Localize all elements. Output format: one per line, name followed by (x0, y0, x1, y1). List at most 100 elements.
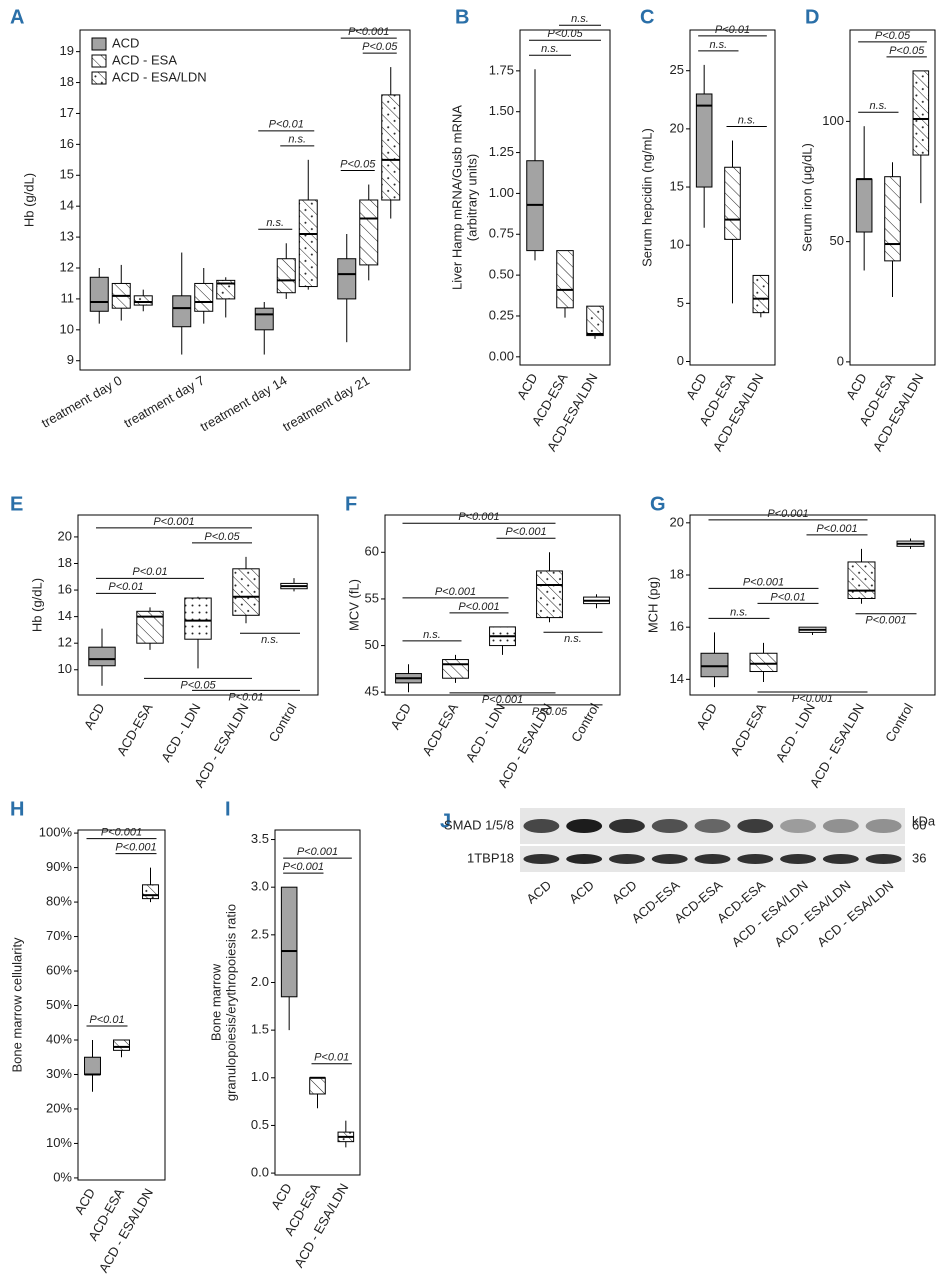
box (912, 70, 930, 156)
box (280, 886, 298, 998)
comparison-label: n.s. (288, 134, 306, 146)
comparison-label: P<0.05 (889, 45, 925, 57)
comparison-label: P<0.001 (283, 861, 324, 873)
y-tick-label: 10 (670, 237, 684, 252)
y-tick-label: 50 (365, 637, 379, 652)
comparison-label: n.s. (571, 13, 589, 25)
box (700, 652, 729, 678)
comparison-label: P<0.001 (101, 826, 142, 838)
comparison-label: P<0.001 (482, 694, 523, 706)
y-axis-label: MCV (fL) (346, 579, 361, 631)
y-tick-label: 18 (670, 566, 684, 581)
y-tick-label: 16 (60, 136, 74, 151)
y-tick-label: 0.0 (251, 1165, 269, 1180)
plot-frame (849, 29, 936, 366)
box (298, 199, 318, 288)
comparison-label: n.s. (869, 100, 887, 112)
box (695, 93, 713, 188)
plot-frame (79, 29, 411, 371)
panel-label: E (10, 493, 23, 515)
comparison-label: P<0.05 (204, 531, 240, 543)
y-tick-label: 2.0 (251, 974, 269, 989)
y-tick-label: 14 (670, 671, 684, 686)
band (694, 819, 731, 833)
y-tick-label: 20 (670, 120, 684, 135)
lane-label: ACD - ESA/LDN (771, 877, 853, 949)
legend-swatch (91, 71, 107, 85)
comparison-label: P<0.001 (348, 26, 389, 38)
box (884, 176, 901, 262)
box (442, 659, 469, 679)
lane-label: ACD (609, 877, 640, 906)
box (359, 199, 379, 266)
comparison-label: P<0.001 (297, 846, 338, 858)
box (586, 305, 604, 337)
x-tick-label: ACD (693, 701, 720, 732)
y-tick-label: 50% (46, 997, 72, 1012)
box (847, 561, 876, 599)
comparison-label: P<0.001 (153, 516, 194, 528)
y-tick-label: 15 (60, 167, 74, 182)
panel-label: A (10, 6, 24, 28)
y-tick-label: 0 (677, 353, 684, 368)
box (142, 884, 159, 900)
x-tick-label: Control (568, 701, 602, 745)
x-tick-label: ACD - LDN (773, 701, 818, 765)
comparison-label: P<0.001 (865, 615, 906, 627)
comparison-label: P<0.001 (115, 841, 156, 853)
box (194, 282, 214, 312)
box (133, 295, 153, 306)
comparison-label: P<0.001 (458, 601, 499, 613)
comparison-label: P<0.001 (792, 693, 833, 705)
comparison-label: P<0.05 (532, 706, 568, 718)
y-tick-label: 14 (58, 608, 72, 623)
y-tick-label: 15 (670, 178, 684, 193)
band (694, 854, 731, 864)
y-tick-label: 1.25 (489, 144, 514, 159)
panel-label: B (455, 6, 469, 28)
y-tick-label: 2.5 (251, 926, 269, 941)
x-tick-label: treatment day 0 (39, 373, 125, 431)
y-tick-label: 0.25 (489, 307, 514, 322)
box (84, 1056, 101, 1075)
y-tick-label: 16 (58, 581, 72, 596)
lane-label: ACD (523, 877, 554, 906)
size-label: 36 (912, 850, 926, 865)
comparison-label: P<0.01 (89, 1014, 124, 1026)
comparison-label: n.s. (541, 43, 559, 55)
panel-label: I (225, 798, 231, 820)
box (855, 178, 873, 233)
box (337, 258, 357, 300)
band (822, 854, 859, 864)
comparison-label: P<0.05 (340, 158, 376, 170)
y-tick-label: 1.00 (489, 185, 514, 200)
y-tick-label: 20 (670, 514, 684, 529)
plot-frame (77, 829, 166, 1181)
panel-label: F (345, 493, 357, 515)
x-tick-label: ACD - ESA/LDN (807, 701, 867, 790)
band (865, 819, 902, 833)
y-tick-label: 18 (58, 555, 72, 570)
comparison-label: P<0.001 (458, 511, 499, 523)
lane-label: ACD - ESA/LDN (814, 877, 896, 949)
box (88, 646, 116, 667)
band (780, 854, 817, 864)
y-tick-label: 14 (60, 198, 74, 213)
legend-swatch (91, 54, 107, 68)
comparison-label: n.s. (266, 217, 284, 229)
comparison-label: P<0.01 (715, 24, 750, 36)
y-tick-label: 0.5 (251, 1117, 269, 1132)
plot-frame (689, 29, 776, 366)
y-tick-label: 12 (60, 259, 74, 274)
band (608, 819, 645, 833)
comparison-label: P<0.001 (743, 576, 784, 588)
legend-label: ACD (112, 35, 139, 50)
band (651, 819, 688, 833)
comparison-label: P<0.001 (767, 508, 808, 520)
legend-swatch (91, 37, 107, 51)
y-tick-label: 12 (58, 635, 72, 650)
comparison-label: P<0.01 (770, 591, 805, 603)
x-tick-label: ACD (81, 701, 108, 732)
y-axis-label: (arbitrary units) (464, 154, 479, 241)
y-tick-label: 3.0 (251, 879, 269, 894)
